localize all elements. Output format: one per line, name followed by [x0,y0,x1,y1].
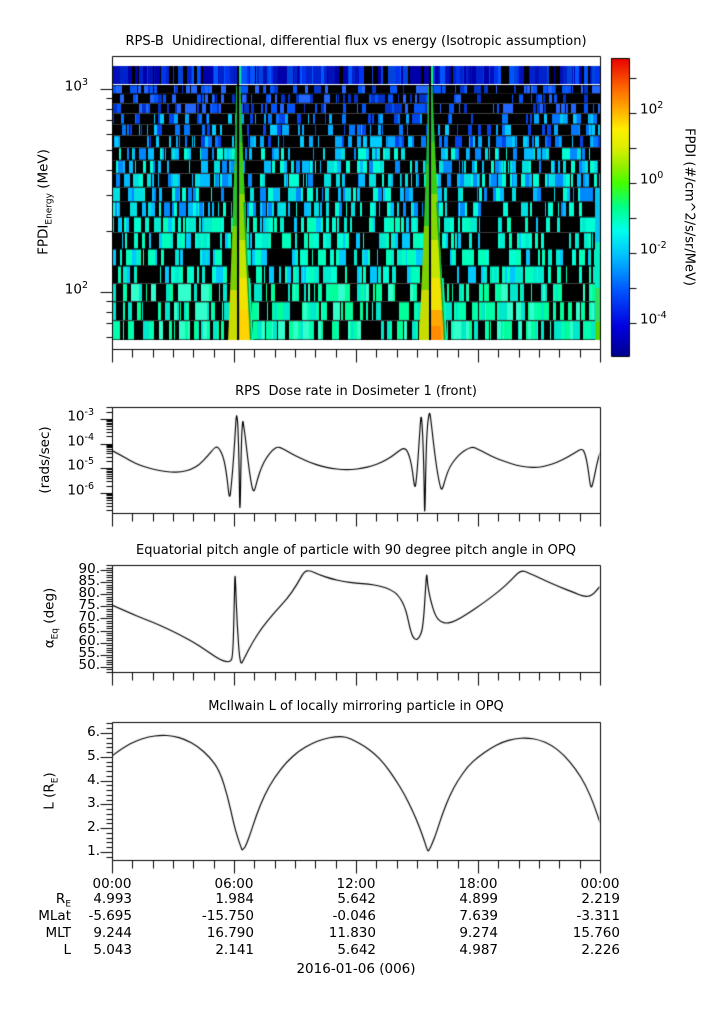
panel2-ytick-1e-5: 10-5 [67,456,94,474]
panel4-ytick-2: 2. [87,819,100,835]
panel1-ytick-1e2: 102 [64,280,88,298]
colorbar-tick-1e0: 100 [640,170,664,188]
xaxis-label-1200: 12:00 [336,876,376,892]
table-cell: 7.639 [459,908,498,924]
table-row-label-re: RE [55,891,71,910]
panel3-ytick-70: 70. [78,609,100,625]
table-cell: 1.984 [215,891,254,907]
table-cell: 9.244 [93,925,132,941]
table-cell: 5.642 [337,942,376,958]
xaxis-label-2400: 00:00 [580,876,620,892]
panel3-ytick-85: 85. [78,573,100,589]
panel3-ytick-50: 50. [78,657,100,673]
panel4-y-axis-label: L (RE) [41,772,61,810]
table-cell: 2.219 [581,891,620,907]
panel3-ytick-65: 65. [78,621,100,637]
table-cell: 5.043 [93,942,132,958]
panel4-ytick-1: 1. [87,843,100,859]
panel3-ytick-90: 90. [78,561,100,577]
table-cell: 4.993 [93,891,132,907]
panel4-title: McIlwain L of locally mirroring particle… [208,699,504,714]
colorbar-tick-1e-2: 10-2 [640,240,667,258]
panel2-title: RPS Dose rate in Dosimeter 1 (front) [235,384,477,399]
panel4-ytick-4: 4. [87,772,100,788]
xaxis-label-0600: 06:00 [214,876,254,892]
panel1-ytick-1e3: 103 [64,77,88,95]
panel3-y-axis-label: αEq (deg) [41,587,61,649]
table-cell: -5.695 [88,908,132,924]
table-cell: 15.760 [572,925,620,941]
panel2-ytick-1e-4: 10-4 [67,432,94,450]
xaxis-label-0000: 00:00 [92,876,132,892]
table-cell: 4.987 [459,942,498,958]
table-cell: -0.046 [332,908,376,924]
date-label: 2016-01-06 (006) [296,961,416,977]
panel1-y-axis-label: FPDIEnergy (MeV) [35,149,55,255]
table-cell: -15.750 [201,908,254,924]
colorbar-axis-label: FPDI (#/cm^2/s/sr/MeV) [681,128,697,286]
table-cell: 11.830 [328,925,376,941]
panel4-ytick-3: 3. [87,795,100,811]
table-row-label-l: L [63,942,71,958]
panel3-ytick-80: 80. [78,585,100,601]
xaxis-label-1800: 18:00 [458,876,498,892]
panel2-ytick-1e-3: 10-3 [67,407,94,425]
table-cell: 4.899 [459,891,498,907]
table-cell: 2.141 [215,942,254,958]
panel3-ytick-55: 55. [78,645,100,661]
table-cell: 9.274 [459,925,498,941]
panel2-ytick-1e-6: 10-6 [67,481,94,499]
table-row-label-mlt: MLT [45,925,71,941]
panel3-title: Equatorial pitch angle of particle with … [136,543,576,558]
panel4-ytick-6: 6. [87,724,100,740]
panel3-ytick-60: 60. [78,633,100,649]
table-cell: 2.226 [581,942,620,958]
colorbar-tick-1e-4: 10-4 [640,310,667,328]
panel1-title: RPS-B Unidirectional, differential flux … [125,34,587,49]
colorbar-tick-1e2: 102 [640,100,664,118]
table-cell: 5.642 [337,891,376,907]
table-cell: -3.311 [576,908,620,924]
panel4-ytick-5: 5. [87,748,100,764]
table-cell: 16.790 [206,925,254,941]
table-row-label-mlat: MLat [38,908,71,924]
panel3-ytick-75: 75. [78,597,100,613]
